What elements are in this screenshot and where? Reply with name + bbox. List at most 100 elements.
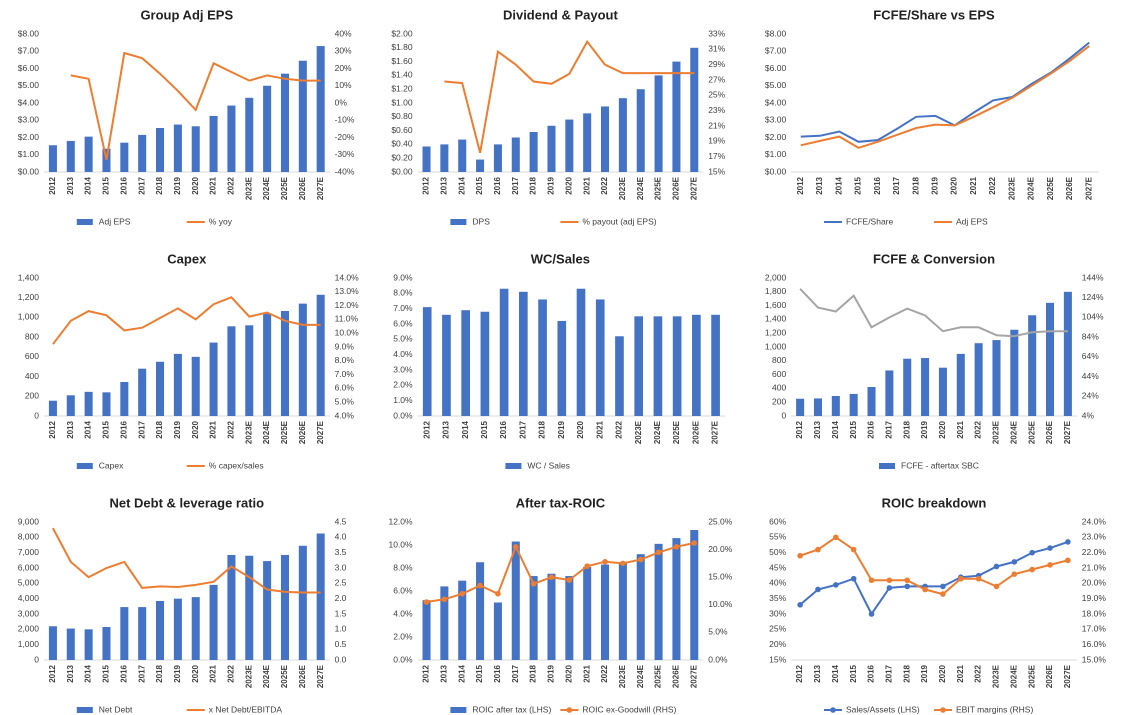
x-tick-label: 2015 — [480, 420, 489, 438]
y2-tick-label: 2.0 — [335, 593, 347, 603]
bar — [227, 105, 236, 172]
line-marker — [530, 581, 537, 587]
x-tick-label: 2012 — [795, 420, 804, 438]
legend-marker — [566, 707, 573, 713]
x-tick-label: 2027E — [316, 664, 325, 688]
y2-tick-label: 17.0% — [1082, 624, 1107, 634]
y2-tick-label: 27% — [708, 74, 725, 84]
x-tick-label: 2022 — [600, 176, 609, 194]
y2-tick-label: 21% — [708, 120, 725, 130]
legend-label: Sales/Assets (LHS) — [846, 704, 920, 714]
y-tick-label: 1,200 — [765, 327, 787, 337]
legend-label: Capex — [99, 460, 124, 470]
line — [800, 41, 1090, 143]
x-tick-label: 2012 — [422, 420, 431, 438]
line — [426, 542, 695, 603]
legend-label: % capex/sales — [209, 460, 264, 470]
bar — [209, 115, 218, 172]
x-tick-label: 2022 — [974, 420, 983, 438]
chart-title: FCFE/Share vs EPS — [873, 7, 995, 22]
line-marker — [1065, 539, 1071, 545]
legend-swatch — [76, 219, 93, 225]
x-tick-label: 2014 — [84, 664, 93, 682]
x-tick-label: 2016 — [499, 420, 508, 438]
bar — [692, 314, 701, 416]
bar — [422, 307, 432, 416]
y2-tick-label: 1.0 — [335, 624, 347, 634]
x-tick-label: 2018 — [155, 420, 164, 438]
bar — [173, 598, 182, 660]
bar — [690, 530, 699, 660]
bar — [298, 303, 307, 416]
bar — [138, 134, 147, 172]
y2-tick-label: 4.5 — [335, 516, 347, 526]
line-marker — [1011, 559, 1018, 565]
x-tick-label: 2013 — [439, 176, 448, 194]
x-tick-label: 2019 — [920, 420, 929, 438]
line-marker — [1047, 562, 1053, 568]
line-marker — [548, 574, 555, 580]
y-tick-label: $4.00 — [765, 97, 787, 107]
x-tick-label: 2017 — [884, 664, 893, 682]
chart-title: WC/Sales — [531, 251, 590, 266]
bar — [476, 562, 485, 660]
x-tick-label: 2016 — [493, 176, 502, 194]
line-marker — [1047, 545, 1053, 551]
line-marker — [655, 549, 662, 556]
y-tick-label: 60% — [769, 516, 786, 526]
line-marker — [815, 546, 821, 553]
x-tick-label: 2012 — [795, 664, 804, 682]
x-tick-label: 2014 — [457, 176, 466, 194]
line-marker — [975, 575, 982, 582]
x-tick-label: 2014 — [831, 420, 840, 438]
legend-swatch — [76, 463, 93, 469]
bar — [796, 398, 805, 416]
y-tick-label: 1,600 — [765, 300, 787, 310]
y-tick-label: $7.00 — [765, 46, 787, 56]
x-tick-label: 2026E — [1045, 664, 1054, 688]
bar — [120, 607, 129, 660]
chart-panel: WC/Sales 0.0% 1.0% 2.0% 3.0% 4.0% 5.0% 6.0% 7.0%… — [393, 251, 726, 470]
legend-swatch — [76, 707, 93, 713]
y-tick-label: 8.0% — [393, 288, 413, 298]
y2-tick-label: 3.0 — [335, 562, 347, 572]
bar — [529, 131, 538, 172]
line-marker — [940, 591, 946, 597]
y-tick-label: 10.0% — [388, 539, 413, 549]
y-tick-label: 2,000 — [18, 624, 40, 634]
x-tick-label: 2026E — [691, 420, 700, 444]
x-tick-label: 2024E — [262, 420, 271, 444]
y-tick-label: 0.0% — [393, 410, 413, 420]
x-tick-label: 2024E — [262, 664, 271, 688]
y-tick-label: 8,000 — [18, 532, 40, 542]
bar — [191, 126, 200, 172]
bar — [654, 543, 663, 660]
y-tick-label: $0.00 — [391, 166, 413, 176]
x-tick-label: 2025E — [654, 664, 663, 688]
legend-label: EBIT margins (RHS) — [956, 704, 1033, 714]
x-tick-label: 2012 — [48, 664, 57, 682]
bar — [476, 159, 485, 172]
chart-title: Dividend & Payout — [503, 7, 619, 22]
y2-tick-label: 20% — [335, 63, 352, 73]
bar — [499, 288, 509, 416]
line-marker — [1065, 557, 1071, 564]
y-tick-label: 1,000 — [18, 639, 40, 649]
bar — [263, 561, 272, 660]
x-tick-label: 2021 — [209, 420, 218, 438]
line — [444, 39, 695, 154]
y-tick-label: 2,000 — [765, 272, 787, 282]
x-tick-label: 2014 — [831, 664, 840, 682]
y2-tick-label: 33% — [708, 28, 725, 38]
bar — [557, 320, 567, 416]
y-tick-label: 55% — [769, 532, 786, 542]
y-tick-label: $2.00 — [765, 132, 787, 142]
legend-label: % payout (adj EPS) — [582, 216, 656, 226]
bar — [601, 106, 610, 172]
y2-tick-label: 0.0 — [335, 654, 347, 664]
x-tick-label: 2022 — [227, 420, 236, 438]
y-tick-label: 30% — [769, 608, 786, 618]
x-tick-label: 2022 — [600, 664, 609, 682]
bar — [618, 98, 627, 172]
y-tick-label: 6,000 — [18, 562, 40, 572]
